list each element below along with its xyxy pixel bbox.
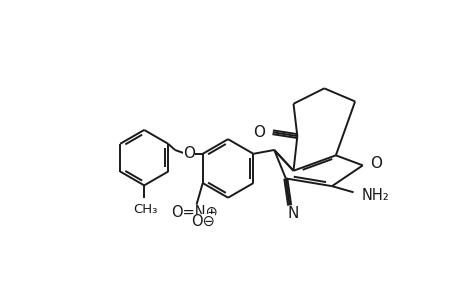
Text: O=N⊕: O=N⊕ [171, 205, 218, 220]
Text: N: N [286, 206, 298, 220]
Text: NH₂: NH₂ [360, 188, 388, 203]
Text: O: O [369, 156, 382, 171]
Text: CH₃: CH₃ [133, 203, 157, 216]
Text: O⊖: O⊖ [190, 214, 214, 229]
Text: O: O [252, 125, 264, 140]
Text: O: O [183, 146, 195, 161]
